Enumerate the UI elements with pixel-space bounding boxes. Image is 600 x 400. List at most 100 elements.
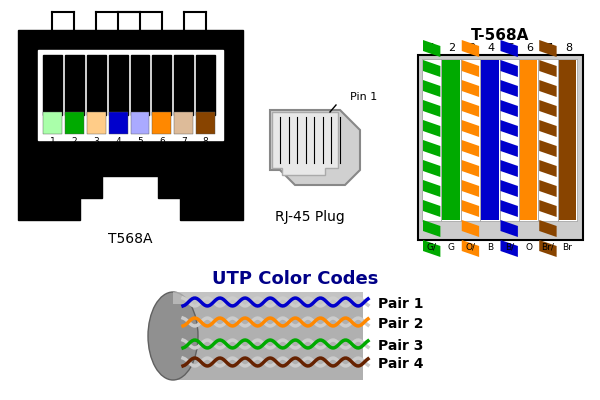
Bar — [423, 60, 440, 220]
Bar — [442, 59, 461, 221]
Text: 4: 4 — [487, 43, 494, 53]
Text: 3: 3 — [94, 137, 99, 146]
Polygon shape — [462, 120, 479, 137]
Polygon shape — [500, 140, 518, 157]
Bar — [43, 55, 62, 115]
Bar — [196, 55, 215, 115]
Text: O: O — [525, 243, 532, 252]
Text: 6: 6 — [526, 43, 533, 53]
Polygon shape — [423, 160, 440, 177]
Polygon shape — [270, 110, 360, 185]
Bar — [173, 292, 363, 304]
Text: UTP Color Codes: UTP Color Codes — [212, 270, 378, 288]
Bar — [65, 112, 84, 134]
Polygon shape — [539, 180, 557, 197]
Bar — [557, 59, 577, 221]
Bar — [109, 55, 128, 115]
Bar — [461, 59, 480, 221]
Text: Pair 3: Pair 3 — [378, 339, 424, 353]
Bar — [152, 55, 171, 115]
Text: Pair 1: Pair 1 — [378, 297, 424, 311]
Text: O/: O/ — [466, 243, 475, 252]
Bar — [65, 55, 84, 115]
Polygon shape — [462, 100, 479, 117]
Polygon shape — [500, 180, 518, 197]
Polygon shape — [423, 220, 440, 237]
Bar — [174, 55, 193, 115]
Text: 5: 5 — [137, 137, 143, 146]
Polygon shape — [500, 80, 518, 97]
Bar — [131, 112, 149, 134]
Text: 7: 7 — [545, 43, 553, 53]
Text: 7: 7 — [181, 137, 187, 146]
Polygon shape — [500, 200, 518, 217]
Text: 2: 2 — [71, 137, 77, 146]
Polygon shape — [462, 200, 479, 217]
Text: T-568A: T-568A — [472, 28, 530, 43]
Polygon shape — [462, 240, 479, 257]
Polygon shape — [423, 120, 440, 137]
Polygon shape — [423, 80, 440, 97]
Text: Pin 1: Pin 1 — [350, 92, 377, 102]
Polygon shape — [539, 100, 557, 117]
Polygon shape — [539, 40, 557, 57]
Polygon shape — [462, 220, 479, 237]
Polygon shape — [500, 220, 518, 237]
Text: Br: Br — [562, 243, 572, 252]
Text: B/: B/ — [505, 243, 514, 252]
Text: B: B — [487, 243, 493, 252]
Text: 2: 2 — [449, 43, 455, 53]
Polygon shape — [423, 40, 440, 57]
Bar — [559, 60, 576, 220]
Polygon shape — [539, 160, 557, 177]
Text: 1: 1 — [429, 43, 436, 53]
Text: G/: G/ — [427, 243, 437, 252]
Bar — [499, 59, 519, 221]
Bar — [174, 112, 193, 134]
Polygon shape — [500, 160, 518, 177]
Polygon shape — [272, 112, 338, 175]
Bar — [152, 112, 171, 134]
Bar — [87, 112, 106, 134]
Text: RJ-45 Plug: RJ-45 Plug — [275, 210, 345, 224]
Bar — [109, 112, 128, 134]
Polygon shape — [500, 60, 518, 77]
Text: Pair 4: Pair 4 — [378, 357, 424, 371]
Polygon shape — [423, 140, 440, 157]
Text: Pair 2: Pair 2 — [378, 317, 424, 331]
Polygon shape — [423, 100, 440, 117]
Bar — [418, 55, 583, 240]
Bar — [481, 60, 499, 220]
Text: 1: 1 — [50, 137, 55, 146]
Ellipse shape — [148, 292, 198, 380]
Polygon shape — [539, 200, 557, 217]
Bar — [196, 112, 215, 134]
Polygon shape — [500, 240, 518, 257]
Text: 4: 4 — [115, 137, 121, 146]
Text: 5: 5 — [506, 43, 514, 53]
Polygon shape — [462, 60, 479, 77]
Bar — [500, 60, 518, 220]
Bar — [519, 59, 538, 221]
Bar — [538, 59, 557, 221]
Polygon shape — [539, 60, 557, 77]
Polygon shape — [423, 200, 440, 217]
Text: G: G — [448, 243, 455, 252]
Bar — [43, 112, 62, 134]
Polygon shape — [539, 220, 557, 237]
Polygon shape — [500, 100, 518, 117]
Polygon shape — [462, 160, 479, 177]
Bar — [422, 59, 442, 221]
Text: 6: 6 — [159, 137, 164, 146]
Bar — [520, 60, 537, 220]
Bar — [480, 59, 499, 221]
Polygon shape — [539, 240, 557, 257]
Text: 3: 3 — [468, 43, 475, 53]
Polygon shape — [462, 80, 479, 97]
Bar — [87, 55, 106, 115]
Polygon shape — [500, 40, 518, 57]
Polygon shape — [423, 180, 440, 197]
Text: T568A: T568A — [108, 232, 153, 246]
Polygon shape — [423, 60, 440, 77]
Polygon shape — [500, 120, 518, 137]
